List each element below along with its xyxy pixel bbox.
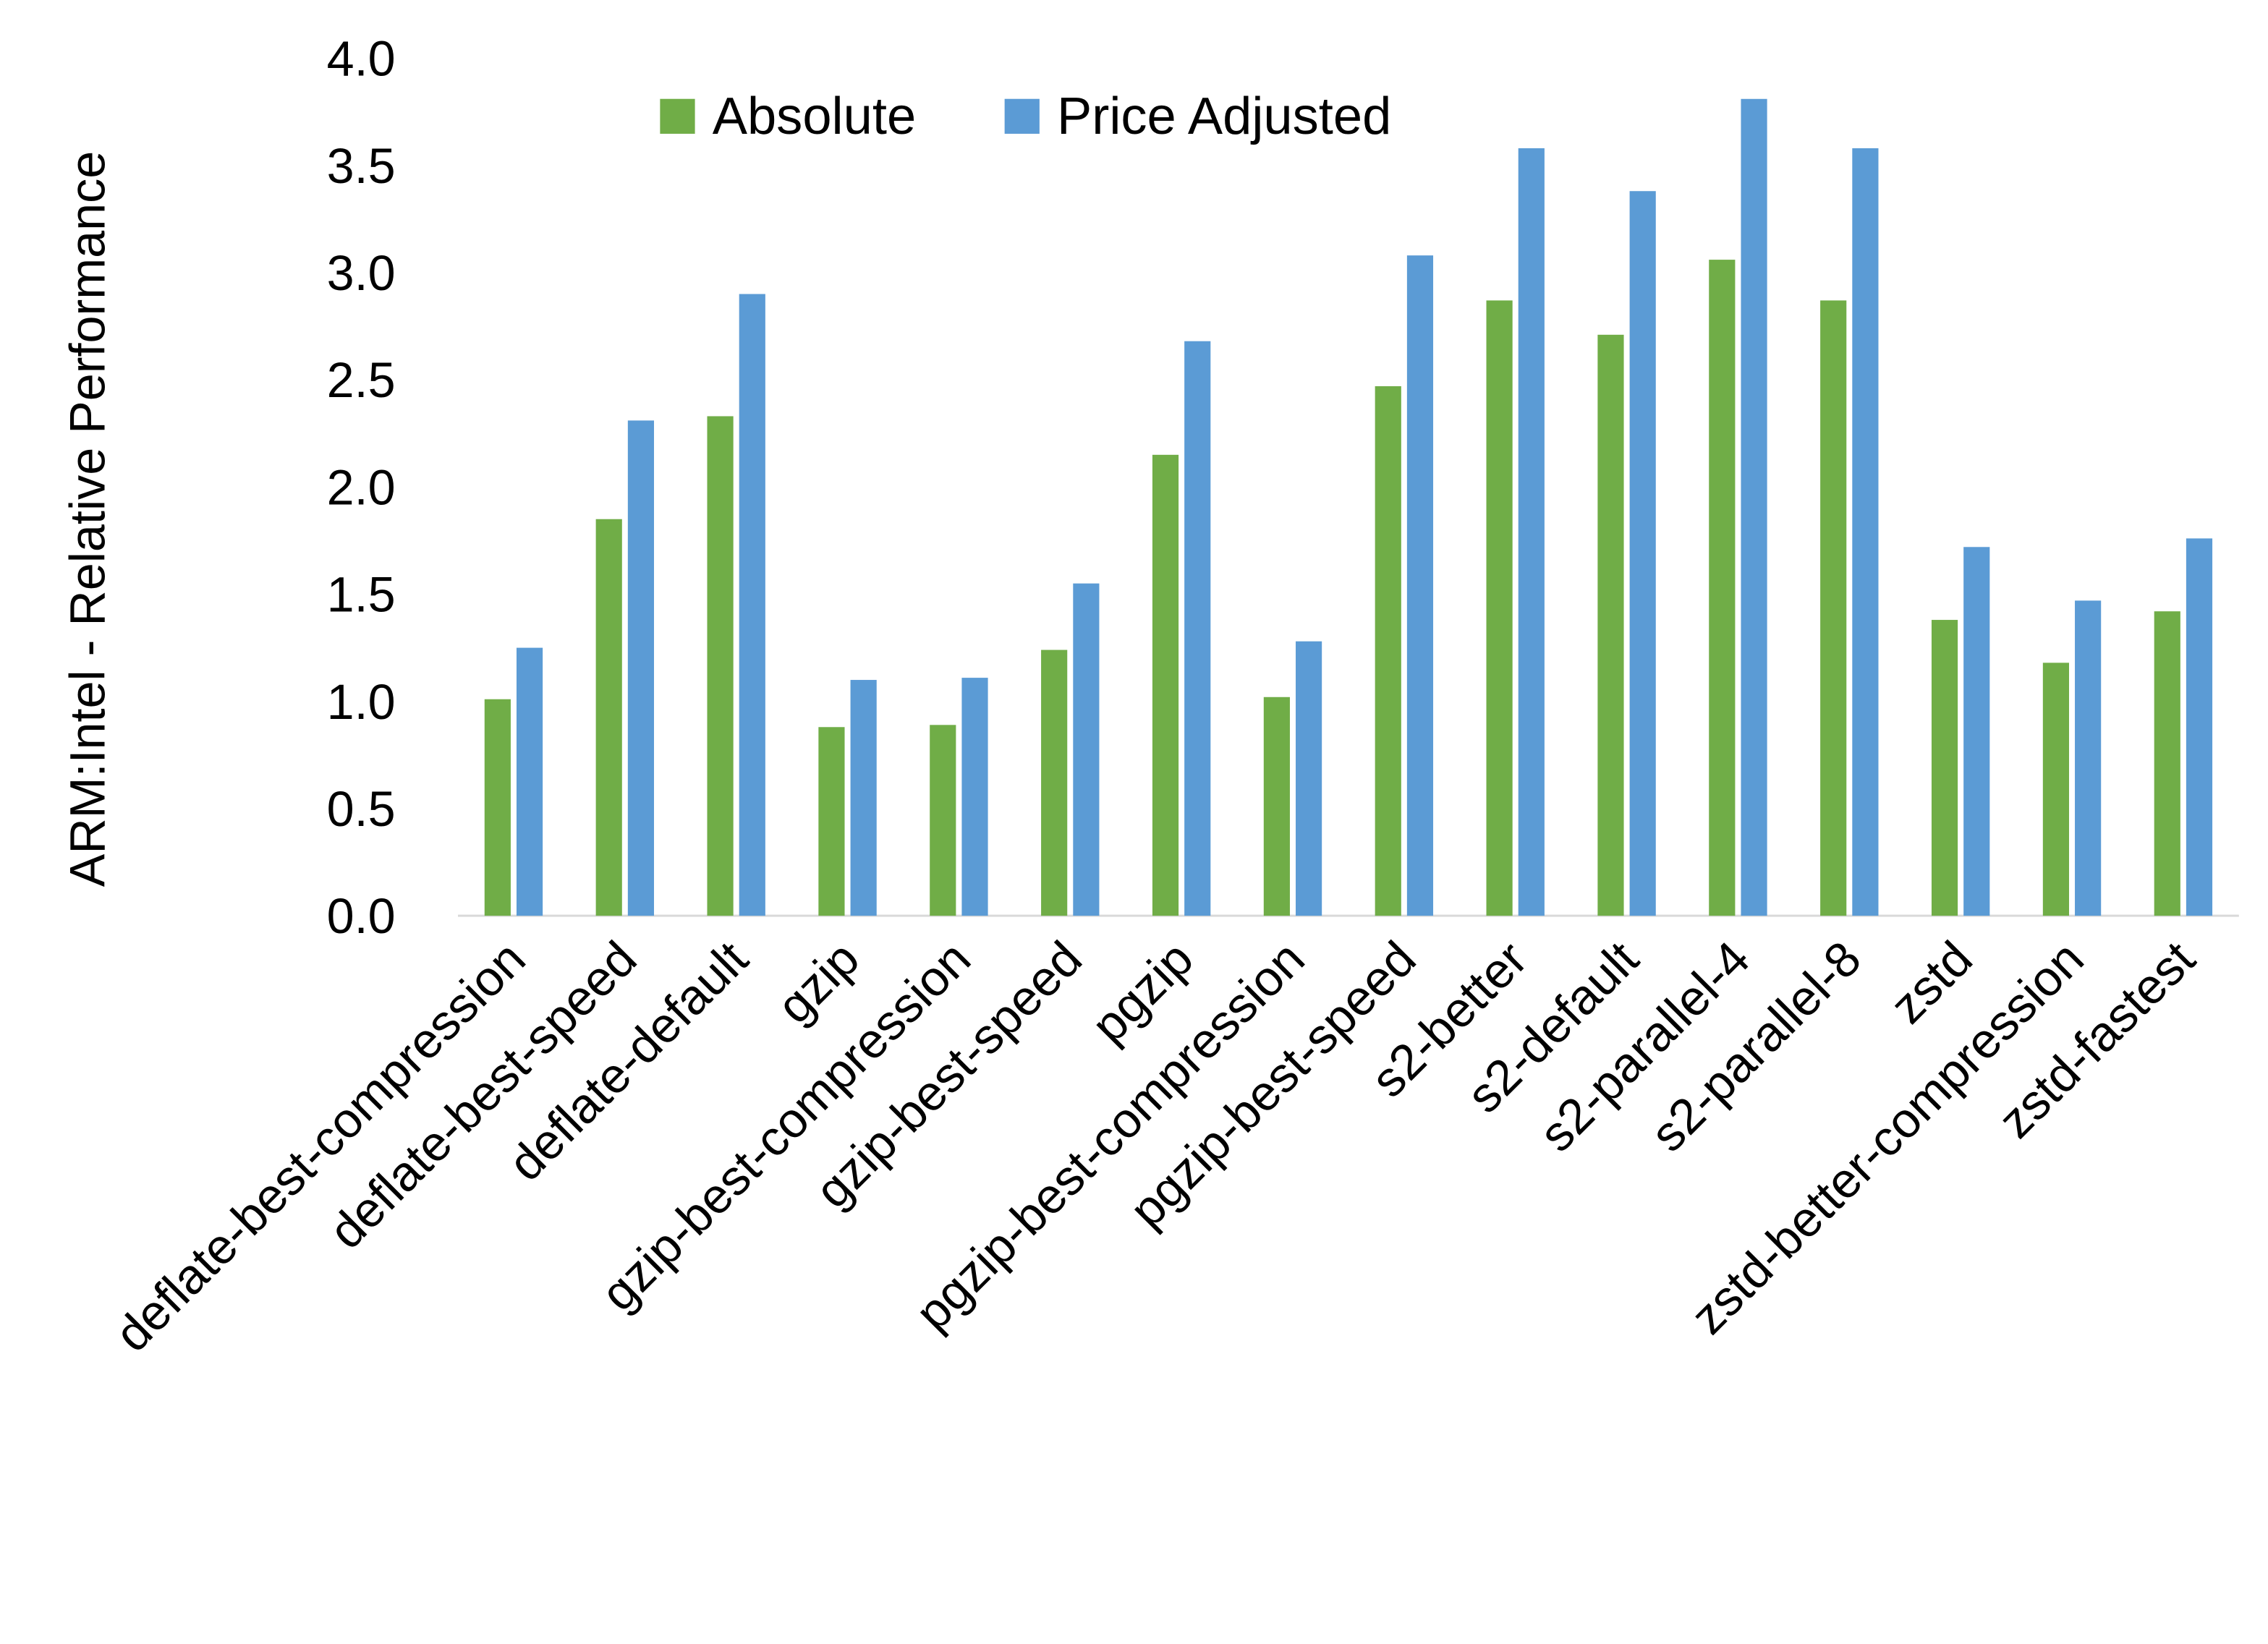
bar-price-adjusted-deflate-best-speed	[627, 420, 655, 916]
y-tick-label: 4.0	[327, 32, 396, 87]
bar-price-adjusted-s2-better	[1518, 148, 1545, 916]
legend-swatch-price-adjusted	[1004, 98, 1040, 134]
bar-price-adjusted-gzip-best-compression	[961, 678, 988, 916]
bar-price-adjusted-pgzip	[1184, 341, 1211, 916]
bar-price-adjusted-s2-parallel-4	[1741, 98, 1767, 916]
bar-absolute-deflate-best-compression	[484, 699, 511, 916]
y-axis-ticks: 0.0 0.5 1.0 1.5 2.0 2.5 3.0 3.5 4.0	[327, 32, 396, 945]
bar-absolute-s2-parallel-8	[1820, 300, 1847, 916]
y-tick-label: 1.0	[327, 675, 396, 730]
legend: Absolute Price Adjusted	[660, 88, 1391, 145]
bar-price-adjusted-deflate-default	[739, 294, 765, 916]
bar-absolute-deflate-default	[707, 416, 734, 916]
bar-price-adjusted-pgzip-best-compression	[1296, 641, 1322, 916]
bar-absolute-gzip	[818, 727, 845, 916]
bar-price-adjusted-zstd	[1963, 547, 1990, 916]
y-tick-label: 1.5	[327, 568, 396, 623]
bar-price-adjusted-zstd-fastest	[2186, 538, 2213, 916]
bar-price-adjusted-pgzip-best-speed	[1406, 255, 1434, 916]
bar-price-adjusted-s2-default	[1629, 191, 1656, 916]
bar-absolute-s2-default	[1597, 334, 1624, 916]
bar-absolute-gzip-best-speed	[1041, 649, 1068, 916]
x-tick-label: deflate-best-compression	[105, 931, 536, 1362]
bar-absolute-zstd	[1931, 620, 1958, 916]
bar-absolute-pgzip	[1152, 454, 1179, 916]
y-tick-label: 2.0	[327, 460, 396, 515]
bar-price-adjusted-s2-parallel-8	[1852, 148, 1879, 916]
y-axis-title: ARM:Intel - Relative Performance	[61, 151, 116, 887]
y-tick-label: 0.5	[327, 782, 396, 837]
y-tick-label: 2.5	[327, 353, 396, 408]
bar-absolute-zstd-better-compression	[2042, 663, 2069, 916]
bar-absolute-pgzip-best-compression	[1263, 697, 1290, 916]
x-axis-labels: deflate-best-compressiondeflate-best-spe…	[105, 931, 2206, 1362]
bar-price-adjusted-gzip	[850, 680, 877, 916]
legend-swatch-absolute	[660, 98, 695, 134]
bars	[484, 98, 2213, 916]
y-tick-label: 3.5	[327, 139, 396, 194]
bar-absolute-zstd-fastest	[2154, 611, 2180, 916]
bar-absolute-s2-parallel-4	[1709, 260, 1736, 916]
y-tick-label: 0.0	[327, 889, 396, 944]
legend-label-price-adjusted: Price Adjusted	[1057, 88, 1391, 145]
bar-price-adjusted-deflate-best-compression	[516, 647, 543, 916]
bar-absolute-gzip-best-compression	[930, 725, 956, 916]
bar-absolute-pgzip-best-speed	[1375, 386, 1401, 916]
legend-label-absolute: Absolute	[713, 88, 916, 145]
bar-price-adjusted-gzip-best-speed	[1073, 583, 1100, 916]
bar-price-adjusted-zstd-better-compression	[2075, 600, 2102, 916]
y-tick-label: 3.0	[327, 246, 396, 301]
bar-absolute-deflate-best-speed	[595, 519, 622, 916]
bar-absolute-s2-better	[1486, 300, 1513, 916]
